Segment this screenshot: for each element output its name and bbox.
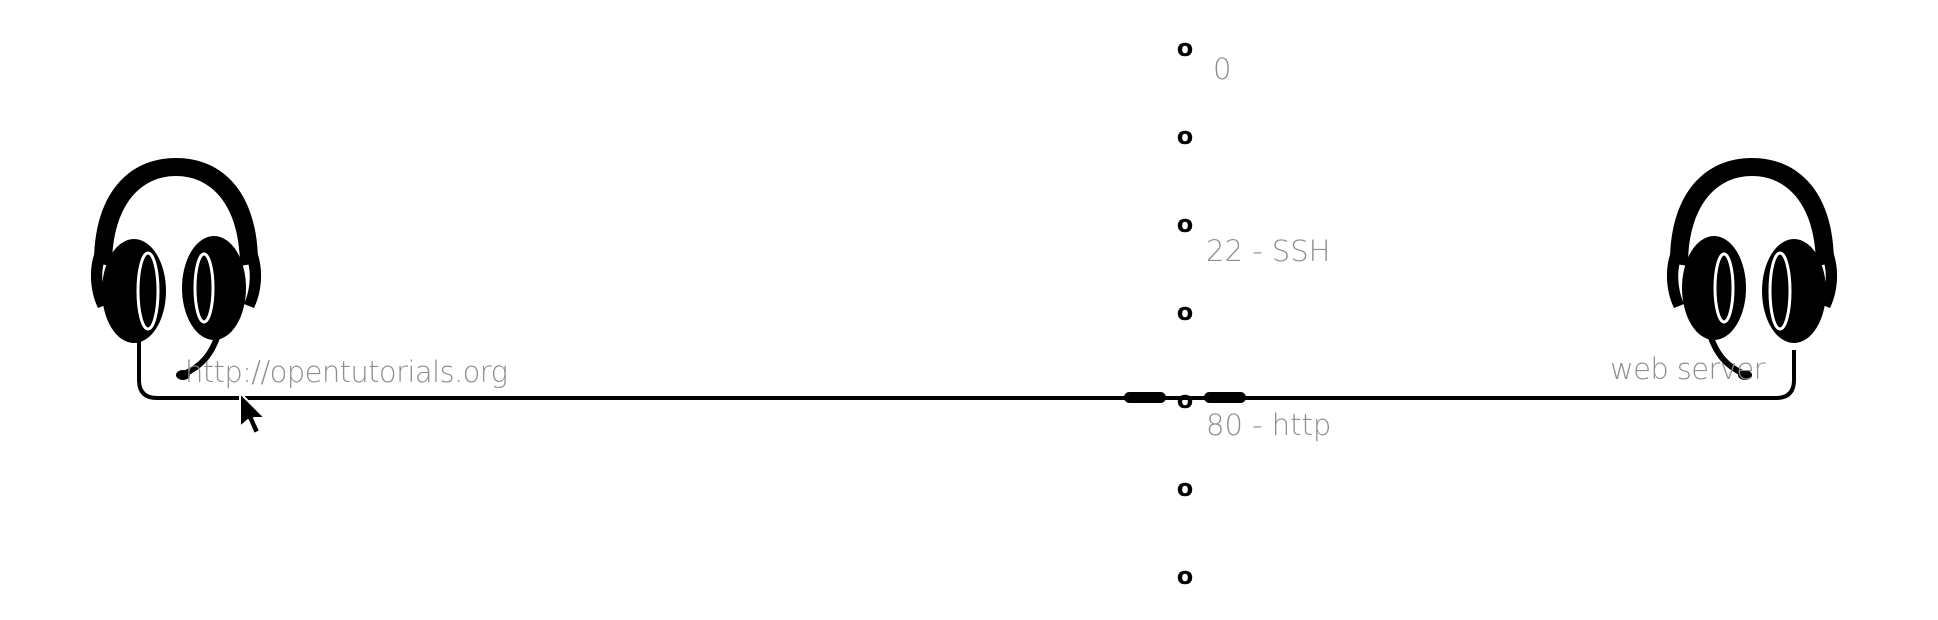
port-marker: o	[1176, 474, 1194, 502]
client-headphones-icon	[91, 158, 261, 380]
port-marker: o	[1176, 210, 1194, 238]
mouse-cursor-icon	[239, 392, 266, 435]
port-marker-connected: o	[1176, 386, 1194, 414]
server-label: web server	[1610, 352, 1766, 386]
port-marker: o	[1176, 122, 1194, 150]
connection-line	[137, 335, 1796, 400]
client-plug	[1124, 392, 1166, 403]
client-label: http://opentutorials.org	[185, 355, 508, 389]
port-marker: o	[1176, 562, 1194, 590]
port-marker: o	[1176, 34, 1194, 62]
server-headphones-icon	[1667, 158, 1837, 380]
server-plug	[1204, 392, 1246, 403]
port-marker: o	[1176, 298, 1194, 326]
port-label: 0	[1213, 52, 1232, 86]
port-label: 22 - SSH	[1206, 234, 1331, 268]
port-label: 80 - http	[1206, 408, 1332, 442]
